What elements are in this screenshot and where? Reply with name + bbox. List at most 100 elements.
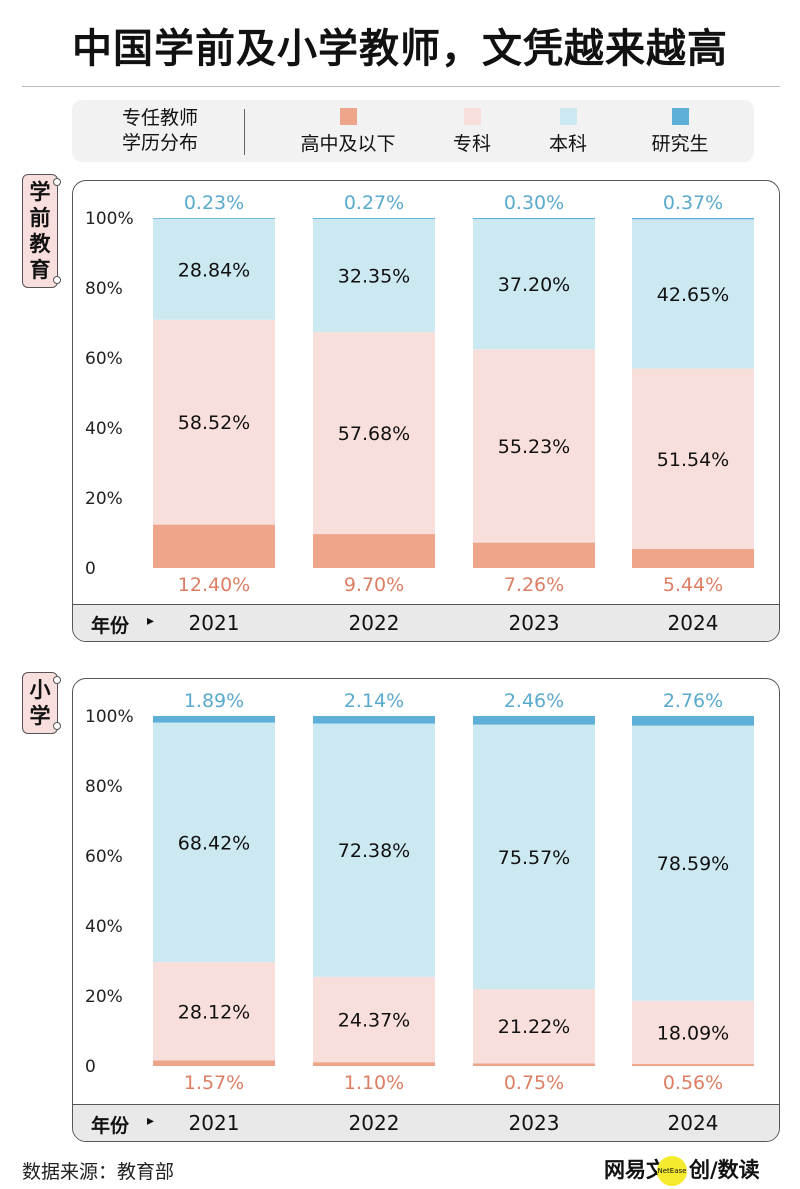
data-label-junior-college: 51.54% [657, 449, 729, 471]
data-label-postgraduate: 2.76% [663, 690, 723, 712]
data-label-postgraduate: 0.23% [184, 192, 244, 214]
year-arrow-icon: ▸ [147, 1113, 155, 1129]
bar-segment-junior-college [313, 976, 435, 1063]
legend-label-postgraduate: 研究生 [651, 133, 709, 155]
bar-segment-bachelor [153, 722, 275, 963]
bar-segment-postgraduate [313, 218, 435, 219]
data-label-bachelor: 75.57% [498, 847, 570, 869]
bar-segment-junior-college [473, 349, 595, 543]
legend-title-line2: 学历分布 [121, 132, 198, 154]
legend-title: 专任教师 学历分布 [100, 106, 220, 156]
year-axis-title: 年份 [91, 615, 130, 637]
legend-swatch-high-school [339, 108, 357, 125]
preschool-chart-panel: 0 20% 40% 60% 80% 100% 12.40% 58.52% 28.84% 0.23%… [72, 180, 780, 642]
bar-segment-junior-college [313, 332, 435, 535]
legend-divider [244, 109, 245, 155]
bar-segment-high-school [632, 1064, 754, 1066]
bar-segment-postgraduate [153, 218, 275, 219]
data-label-postgraduate: 0.30% [504, 192, 564, 214]
data-label-bachelor: 68.42% [178, 832, 250, 854]
brand-text: 网易文 [604, 1158, 667, 1182]
y-tick-label: 40% [85, 419, 123, 439]
bar-segment-bachelor [632, 725, 754, 1001]
data-label-bachelor: 42.65% [657, 284, 729, 306]
bar-segment-high-school [153, 524, 275, 568]
data-label-junior-college: 21.22% [498, 1016, 570, 1038]
tag-pin-icon [53, 178, 61, 186]
data-label-bachelor: 78.59% [657, 853, 729, 875]
section-tag-label: 学前教育 [29, 180, 51, 282]
brand-text: /数读 [710, 1158, 760, 1182]
y-tick-label: 20% [85, 489, 123, 509]
data-label-postgraduate: 1.89% [184, 690, 244, 712]
bar-segment-high-school [632, 548, 754, 568]
y-tick-label: 60% [85, 847, 123, 867]
data-label-bachelor: 37.20% [498, 274, 570, 296]
x-tick-label: 2023 [508, 611, 560, 635]
x-tick-label: 2024 [667, 1111, 719, 1135]
data-label-high-school: 12.40% [178, 574, 250, 596]
data-label-junior-college: 24.37% [338, 1010, 410, 1032]
x-tick-label: 2022 [348, 1111, 400, 1135]
y-tick-label: 80% [85, 777, 123, 797]
data-label-postgraduate: 2.46% [504, 690, 564, 712]
legend-item-junior-college: 专科 [442, 108, 502, 156]
data-label-junior-college: 58.52% [178, 412, 250, 434]
legend-title-line1: 专任教师 [121, 107, 198, 129]
y-tick-label: 40% [85, 917, 123, 937]
primary-chart: 0 20% 40% 60% 80% 100% 1.57% 28.12% 68.42% 1.89% 1… [85, 690, 754, 1094]
primary-year-bar: 年份 ▸ 2021 2022 2023 2024 [73, 1104, 779, 1141]
data-label-high-school: 7.26% [504, 574, 564, 596]
y-tick-label: 80% [85, 279, 123, 299]
legend-swatch-postgraduate [671, 108, 689, 125]
legend-item-high-school: 高中及以下 [288, 108, 408, 156]
bar-segment-junior-college [632, 368, 754, 549]
page-title: 中国学前及小学教师，文凭越来越高 [72, 26, 728, 72]
legend-swatch-junior-college [463, 108, 481, 125]
preschool-chart: 0 20% 40% 60% 80% 100% 12.40% 58.52% 28.84% 0.23%… [85, 192, 754, 596]
data-label-high-school: 1.10% [344, 1072, 404, 1094]
bar-segment-postgraduate [632, 716, 754, 726]
x-tick-label: 2022 [348, 611, 400, 635]
brand-logo: 网易文NetEase 创/数读 [604, 1154, 760, 1186]
legend-swatch-bachelor [559, 108, 577, 125]
bar-segment-bachelor [313, 218, 435, 333]
bar-segment-postgraduate [473, 218, 595, 220]
data-label-postgraduate: 2.14% [344, 690, 404, 712]
y-tick-label: 60% [85, 349, 123, 369]
legend-label-bachelor: 本科 [548, 133, 587, 155]
data-label-junior-college: 57.68% [338, 423, 410, 445]
y-tick-label: 20% [85, 987, 123, 1007]
data-label-bachelor: 32.35% [338, 266, 410, 288]
data-label-bachelor: 72.38% [338, 840, 410, 862]
brand-text: 创 [689, 1158, 710, 1182]
bar-segment-postgraduate [632, 218, 754, 220]
bar-segment-high-school [153, 1060, 275, 1066]
bar-segment-high-school [313, 1062, 435, 1066]
data-label-high-school: 5.44% [663, 574, 723, 596]
tag-pin-icon [53, 276, 61, 284]
legend-item-postgraduate: 研究生 [640, 108, 720, 156]
bar-segment-high-school [473, 1063, 595, 1066]
section-tag-preschool: 学前教育 [22, 174, 61, 288]
bar-segment-junior-college [153, 319, 275, 525]
brand-dot: NetEase [657, 1156, 687, 1186]
data-label-high-school: 9.70% [344, 574, 404, 596]
section-tag-label: 小学 [29, 678, 51, 728]
data-label-postgraduate: 0.27% [344, 192, 404, 214]
bar-segment-bachelor [313, 723, 435, 977]
legend-label-high-school: 高中及以下 [300, 133, 396, 155]
legend: 专任教师 学历分布 高中及以下 专科 本科 研究生 [72, 100, 754, 162]
title-divider [22, 86, 780, 87]
year-axis-title: 年份 [91, 1115, 130, 1137]
bar-segment-high-school [313, 534, 435, 568]
bar-segment-bachelor [473, 724, 595, 990]
data-label-junior-college: 55.23% [498, 436, 570, 458]
bar-segment-postgraduate [313, 716, 435, 724]
data-label-junior-college: 18.09% [657, 1022, 729, 1044]
section-tag-primary: 小学 [22, 672, 61, 734]
data-label-high-school: 1.57% [184, 1072, 244, 1094]
y-tick-label: 100% [85, 707, 134, 727]
data-label-high-school: 0.56% [663, 1072, 723, 1094]
legend-label-junior-college: 专科 [452, 133, 491, 155]
